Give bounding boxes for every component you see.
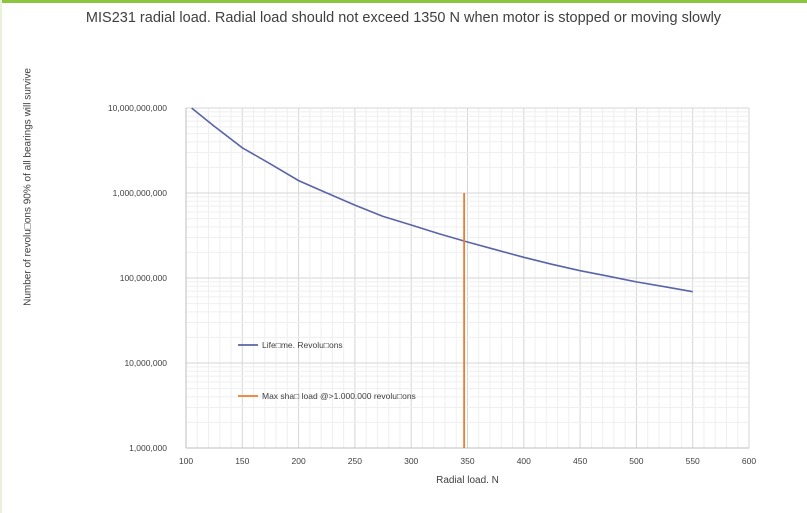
x-tick-label: 400 <box>517 456 531 466</box>
x-tick-label: 300 <box>404 456 418 466</box>
legend-item-lifetime-label: Life□me. Revolu□ons <box>262 340 343 350</box>
top-accent-rule <box>0 0 807 3</box>
series-line-lifetime <box>191 107 693 293</box>
x-axis-title: Radial load. N <box>436 475 499 486</box>
y-tick-label: 1,000,000 <box>129 443 167 453</box>
x-tick-label: 600 <box>742 456 756 466</box>
x-tick-label: 150 <box>235 456 249 466</box>
axes <box>185 108 749 449</box>
x-tick-label: 350 <box>460 456 474 466</box>
y-tick-label: 100,000,000 <box>120 273 168 283</box>
legend: Life□me. Revolu□ons Max sha□ load @>1.000… <box>238 340 416 401</box>
left-accent-rule <box>0 0 2 513</box>
tick-labels: 100 150 200 250 300 350 400 450 500 550 600 1,000,0… <box>108 103 756 466</box>
x-tick-label: 450 <box>573 456 587 466</box>
y-tick-label: 10,000,000,000 <box>108 103 167 113</box>
series-layer <box>191 107 693 448</box>
grid-lines <box>185 107 750 449</box>
x-tick-label: 500 <box>629 456 643 466</box>
y-tick-label: 1,000,000,000 <box>113 188 168 198</box>
x-tick-label: 100 <box>179 456 193 466</box>
y-tick-label: 10,000,000 <box>124 358 167 368</box>
chart-title: MIS231 radial load. Radial load should n… <box>85 10 722 26</box>
legend-item-max-shaft-load-label: Max sha□ load @>1.000.000 revolu□ons <box>262 391 416 401</box>
x-tick-label: 250 <box>348 456 362 466</box>
x-tick-label: 550 <box>686 456 700 466</box>
x-tick-label: 200 <box>292 456 306 466</box>
